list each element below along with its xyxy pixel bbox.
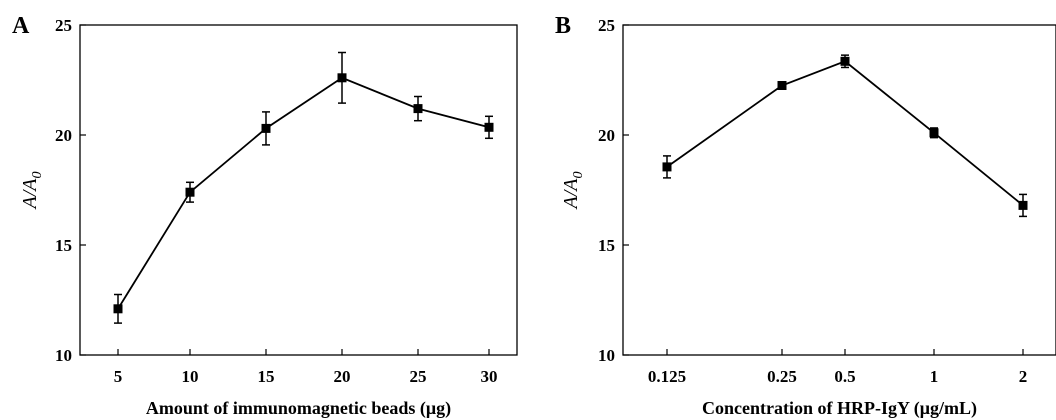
data-point xyxy=(777,81,787,90)
y-axis-title: A/A0 xyxy=(560,172,586,211)
panel-letter: A xyxy=(12,13,30,39)
data-point xyxy=(413,104,423,114)
y-tick-label: 10 xyxy=(598,346,615,365)
x-tick-label: 10 xyxy=(182,367,199,386)
x-tick-label: 0.25 xyxy=(767,367,797,386)
plot-frame xyxy=(622,24,1056,356)
x-tick-label: 30 xyxy=(481,367,498,386)
data-point xyxy=(113,304,123,314)
y-axis-title-main: A/A xyxy=(560,178,582,211)
plot-frame xyxy=(79,24,518,356)
data-point xyxy=(1018,200,1028,210)
x-tick-label: 20 xyxy=(334,367,351,386)
y-axis-title-main: A/A xyxy=(19,178,41,211)
x-tick-label: 1 xyxy=(930,367,939,386)
y-tick-label: 20 xyxy=(598,126,615,145)
x-tick-label: 5 xyxy=(114,367,123,386)
x-axis-title: Amount of immunomagnetic beads (μg) xyxy=(146,398,451,419)
y-axis-title-sub: 0 xyxy=(571,172,586,179)
chart-panel-b: B 10 15 20 25 0.125 0.25 0.5 1 2 Concentration of … xyxy=(555,13,1056,419)
series-line xyxy=(666,60,1024,207)
y-tick-label: 15 xyxy=(55,236,72,255)
x-tick-label: 0.125 xyxy=(648,367,686,386)
x-tick-label: 2 xyxy=(1019,367,1028,386)
y-tick-label: 25 xyxy=(55,16,72,35)
chart-panel-a: A 10 15 20 25 5 10 15 20 25 30 Amount of immunomagn… xyxy=(12,13,518,419)
data-point xyxy=(185,187,195,197)
series-line xyxy=(117,76,490,310)
y-axis-title-sub: 0 xyxy=(30,172,45,179)
x-axis-title: Concentration of HRP-IgY (μg/mL) xyxy=(702,398,977,419)
x-tick-label: 15 xyxy=(258,367,275,386)
y-tick-label: 20 xyxy=(55,126,72,145)
y-tick-label: 10 xyxy=(55,346,72,365)
data-point xyxy=(484,122,494,132)
x-tick-label: 25 xyxy=(410,367,427,386)
y-tick-label: 25 xyxy=(598,16,615,35)
data-point xyxy=(929,128,939,138)
data-point xyxy=(337,73,347,83)
y-tick-label: 15 xyxy=(598,236,615,255)
data-point xyxy=(662,162,672,172)
panel-letter: B xyxy=(555,13,571,39)
x-tick-label: 0.5 xyxy=(834,367,855,386)
data-point xyxy=(261,123,271,133)
y-axis-title: A/A0 xyxy=(19,172,45,211)
data-point xyxy=(840,56,850,66)
